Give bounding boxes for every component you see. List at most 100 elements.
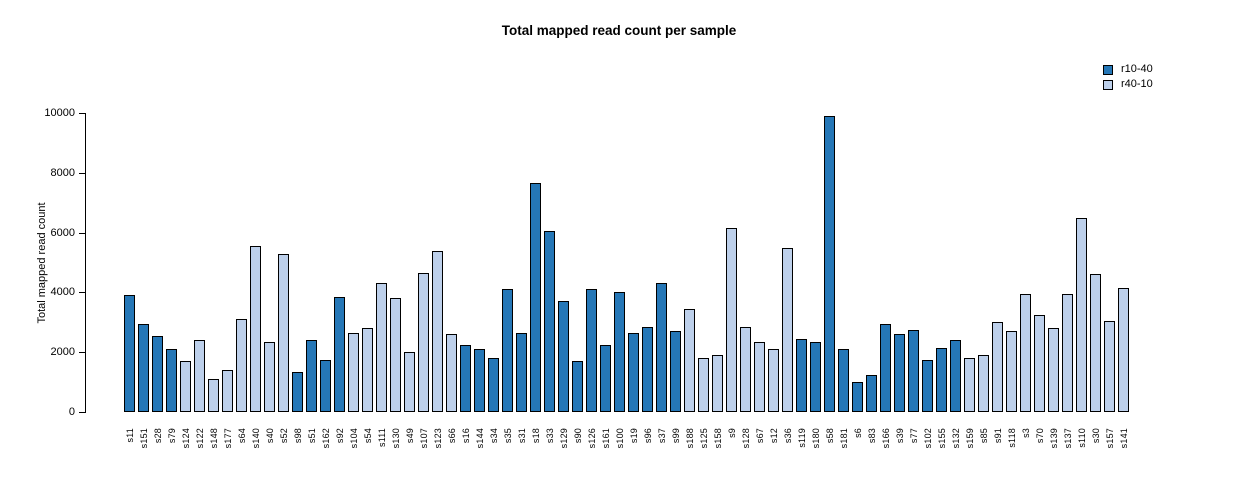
bar-slot: s99 xyxy=(670,113,681,443)
y-tick xyxy=(79,292,85,294)
bar-s104 xyxy=(348,333,359,412)
legend-item-r40-10: r40-10 xyxy=(1103,77,1153,92)
bar-slot: s141 xyxy=(1118,113,1129,448)
bar-s140 xyxy=(250,246,261,412)
bar-s67 xyxy=(754,342,765,412)
x-tick-label: s129 xyxy=(558,428,569,449)
x-tick-label: s12 xyxy=(768,428,779,444)
x-tick-label: s3 xyxy=(1020,428,1031,438)
bar-slot: s126 xyxy=(586,113,597,448)
x-tick-label: s6 xyxy=(852,428,863,438)
bar-s158 xyxy=(712,355,723,412)
x-tick-label: s139 xyxy=(1048,428,1059,449)
bar-slot: s96 xyxy=(642,113,653,443)
bar-slot: s91 xyxy=(992,113,1003,443)
x-tick-label: s16 xyxy=(460,428,471,444)
bar-slot: s52 xyxy=(278,113,289,443)
bar-s6 xyxy=(852,382,863,412)
bar-s111 xyxy=(376,283,387,412)
bar-s35 xyxy=(502,289,513,412)
bar-s125 xyxy=(698,358,709,412)
bar-s99 xyxy=(670,331,681,412)
x-tick-label: s77 xyxy=(908,428,919,444)
bar-slot: s37 xyxy=(656,113,667,443)
bar-s124 xyxy=(180,361,191,412)
bar-slot: s159 xyxy=(964,113,975,448)
bar-slot: s51 xyxy=(306,113,317,443)
legend: r10-40 r40-10 xyxy=(1103,62,1153,92)
bar-slot: s77 xyxy=(908,113,919,443)
bar-s162 xyxy=(320,360,331,412)
bar-slot: s122 xyxy=(194,113,205,448)
bar-slot: s19 xyxy=(628,113,639,443)
x-tick-label: s140 xyxy=(250,428,261,449)
bar-s39 xyxy=(894,334,905,412)
bar-slot: s30 xyxy=(1090,113,1101,443)
bar-slot: s155 xyxy=(936,113,947,448)
bar-s181 xyxy=(838,349,849,412)
x-tick-label: s188 xyxy=(684,428,695,449)
x-tick-label: s159 xyxy=(964,428,975,449)
bar-s123 xyxy=(432,251,443,412)
bar-slot: s158 xyxy=(712,113,723,448)
bar-s64 xyxy=(236,319,247,412)
x-tick-label: s124 xyxy=(180,428,191,449)
x-tick-label: s67 xyxy=(754,428,765,444)
x-tick-label: s36 xyxy=(782,428,793,444)
bar-s37 xyxy=(656,283,667,412)
bar-slot: s39 xyxy=(894,113,905,443)
x-tick-label: s66 xyxy=(446,428,457,444)
x-tick-label: s104 xyxy=(348,428,359,449)
x-tick-label: s162 xyxy=(320,428,331,449)
bar-slot: s188 xyxy=(684,113,695,448)
y-tick xyxy=(79,113,85,114)
bar-slot: s83 xyxy=(866,113,877,443)
bar-s100 xyxy=(614,292,625,412)
bar-slot: s34 xyxy=(488,113,499,443)
bar-s28 xyxy=(152,336,163,412)
bar-s18 xyxy=(530,183,541,412)
bar-slot: s118 xyxy=(1006,113,1017,448)
bar-slot: s3 xyxy=(1020,113,1031,438)
bar-slot: s181 xyxy=(838,113,849,448)
bar-s132 xyxy=(950,340,961,412)
x-tick-label: s122 xyxy=(194,428,205,449)
x-tick-label: s128 xyxy=(740,428,751,449)
bar-s66 xyxy=(446,334,457,412)
bar-slot: s66 xyxy=(446,113,457,443)
bar-slot: s148 xyxy=(208,113,219,448)
x-tick-label: s107 xyxy=(418,428,429,449)
bar-s11 xyxy=(124,295,135,412)
legend-swatch-dark xyxy=(1103,64,1113,75)
bar-slot: s144 xyxy=(474,113,485,448)
x-tick-label: s19 xyxy=(628,428,639,444)
x-tick-label: s177 xyxy=(222,428,233,449)
legend-swatch-light xyxy=(1103,79,1113,90)
bar-s19 xyxy=(628,333,639,412)
bar-s16 xyxy=(460,345,471,412)
bar-s49 xyxy=(404,352,415,412)
bar-s96 xyxy=(642,327,653,412)
bar-s51 xyxy=(306,340,317,412)
x-tick-label: s118 xyxy=(1006,428,1017,448)
bar-slot: s151 xyxy=(138,113,149,448)
x-tick-label: s158 xyxy=(712,428,723,449)
x-tick-label: s144 xyxy=(474,428,485,449)
legend-label: r10-40 xyxy=(1121,63,1153,75)
bar-s141 xyxy=(1118,288,1129,412)
x-tick-label: s180 xyxy=(810,428,821,449)
bar-slot: s18 xyxy=(530,113,541,443)
bar-slot: s125 xyxy=(698,113,709,448)
bar-s148 xyxy=(208,379,219,412)
x-tick-label: s33 xyxy=(544,428,555,444)
bar-slot: s123 xyxy=(432,113,443,448)
y-tick xyxy=(79,172,85,174)
x-tick-label: s52 xyxy=(278,428,289,444)
bar-s40 xyxy=(264,342,275,412)
bar-slot: s98 xyxy=(292,113,303,443)
x-tick-label: s161 xyxy=(600,428,611,449)
bar-s70 xyxy=(1034,315,1045,412)
bar-slot: s128 xyxy=(740,113,751,448)
bar-slot: s58 xyxy=(824,113,835,443)
x-tick-label: s141 xyxy=(1118,428,1129,449)
